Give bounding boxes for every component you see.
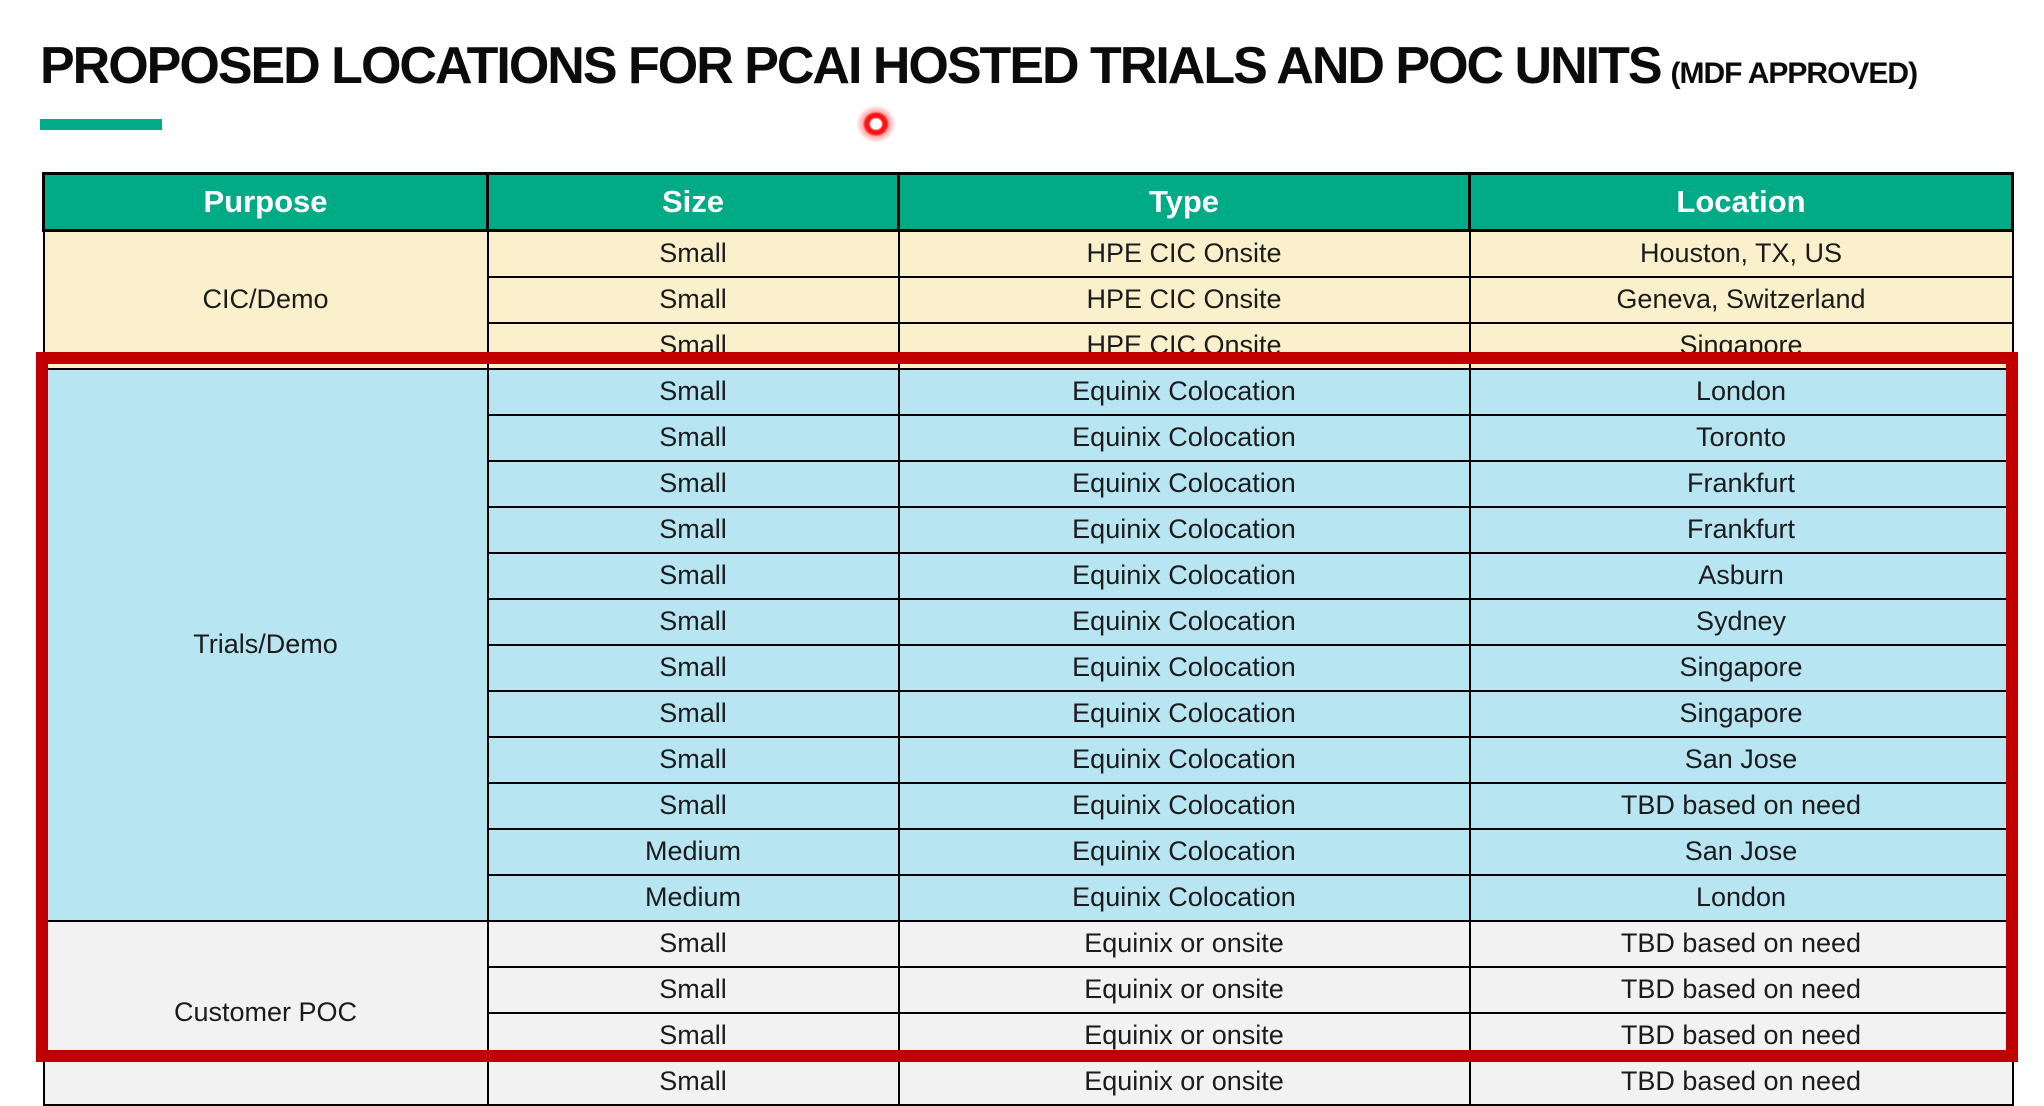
type-cell: Equinix or onsite (897, 920, 1471, 968)
size-cell: Medium (486, 874, 900, 922)
type-cell: Equinix Colocation (897, 782, 1471, 830)
location-cell: Geneva, Switzerland (1468, 276, 2014, 324)
table-row: Small HPE CIC Onsite Geneva, Switzerland (43, 276, 2014, 324)
location-cell: Frankfurt (1468, 460, 2014, 508)
table-row: Small Equinix Colocation Frankfurt (43, 460, 2014, 508)
location-cell: TBD based on need (1468, 966, 2014, 1014)
column-header-purpose: Purpose (42, 172, 489, 232)
column-header-location: Location (1468, 172, 2014, 232)
size-cell: Small (486, 506, 900, 554)
type-cell: HPE CIC Onsite (897, 276, 1471, 324)
type-cell: Equinix Colocation (897, 460, 1471, 508)
location-cell: Singapore (1468, 644, 2014, 692)
purpose-group-cell: CIC/Demo (42, 229, 489, 370)
type-cell: Equinix Colocation (897, 368, 1471, 416)
type-cell: Equinix Colocation (897, 552, 1471, 600)
type-cell: HPE CIC Onsite (897, 322, 1471, 370)
type-cell: Equinix Colocation (897, 598, 1471, 646)
location-cell: Singapore (1468, 322, 2014, 370)
size-cell: Small (486, 322, 900, 370)
size-cell: Small (486, 782, 900, 830)
location-cell: San Jose (1468, 828, 2014, 876)
table-row: Medium Equinix Colocation London (43, 874, 2014, 922)
location-cell: Frankfurt (1468, 506, 2014, 554)
location-cell: TBD based on need (1468, 1058, 2014, 1106)
laser-pointer-dot (856, 105, 896, 143)
size-cell: Small (486, 229, 900, 278)
table-header-row: Purpose Size Type Location (42, 172, 2014, 232)
size-cell: Small (486, 736, 900, 784)
size-cell: Small (486, 598, 900, 646)
type-cell: Equinix Colocation (897, 736, 1471, 784)
page-title: PROPOSED LOCATIONS FOR PCAI HOSTED TRIAL… (40, 36, 1919, 96)
type-cell: Equinix Colocation (897, 874, 1471, 922)
type-cell: Equinix or onsite (897, 1012, 1471, 1060)
size-cell: Small (486, 1058, 900, 1106)
location-cell: London (1468, 368, 2014, 416)
size-cell: Small (486, 690, 900, 738)
size-cell: Small (486, 920, 900, 968)
size-cell: Small (486, 552, 900, 600)
table-row: Small Equinix Colocation Asburn (43, 552, 2014, 600)
table-body: CIC/Demo Small HPE CIC Onsite Houston, TX, … (42, 229, 2014, 1106)
location-cell: Sydney (1468, 598, 2014, 646)
type-cell: Equinix Colocation (897, 506, 1471, 554)
type-cell: Equinix or onsite (897, 1058, 1471, 1106)
locations-table: Purpose Size Type Location CIC/Demo Small… (42, 172, 2014, 1106)
location-cell: Singapore (1468, 690, 2014, 738)
size-cell: Small (486, 644, 900, 692)
size-cell: Small (486, 1012, 900, 1060)
type-cell: Equinix or onsite (897, 966, 1471, 1014)
location-cell: Asburn (1468, 552, 2014, 600)
location-cell: TBD based on need (1468, 782, 2014, 830)
location-cell: Toronto (1468, 414, 2014, 462)
type-cell: Equinix Colocation (897, 644, 1471, 692)
page-title-text: PROPOSED LOCATIONS FOR PCAI HOSTED TRIAL… (40, 37, 1663, 95)
table-row: Trials/Demo Small Equinix Colocation London (42, 368, 2014, 922)
location-cell: London (1468, 874, 2014, 922)
type-cell: Equinix Colocation (897, 690, 1471, 738)
title-accent-bar (40, 119, 162, 130)
location-cell: Houston, TX, US (1468, 229, 2014, 278)
type-cell: HPE CIC Onsite (897, 229, 1471, 278)
table-row: Small Equinix Colocation Singapore (43, 690, 2014, 738)
column-header-type: Type (897, 172, 1471, 232)
size-cell: Small (486, 276, 900, 324)
table-row: CIC/Demo Small HPE CIC Onsite Houston, TX, … (42, 229, 2014, 370)
location-cell: TBD based on need (1468, 920, 2014, 968)
size-cell: Small (486, 966, 900, 1014)
location-cell: San Jose (1468, 736, 2014, 784)
location-cell: TBD based on need (1468, 1012, 2014, 1060)
purpose-group-cell: Customer POC (42, 920, 489, 1106)
size-cell: Small (486, 460, 900, 508)
purpose-group-cell: Trials/Demo (42, 368, 489, 922)
size-cell: Medium (486, 828, 900, 876)
size-cell: Small (486, 414, 900, 462)
column-header-size: Size (486, 172, 900, 232)
type-cell: Equinix Colocation (897, 414, 1471, 462)
table-row: Customer POC Small Equinix or onsite TBD ba… (42, 920, 2014, 1106)
size-cell: Small (486, 368, 900, 416)
page-title-suffix: (MDF APPROVED) (1670, 57, 1919, 90)
type-cell: Equinix Colocation (897, 828, 1471, 876)
